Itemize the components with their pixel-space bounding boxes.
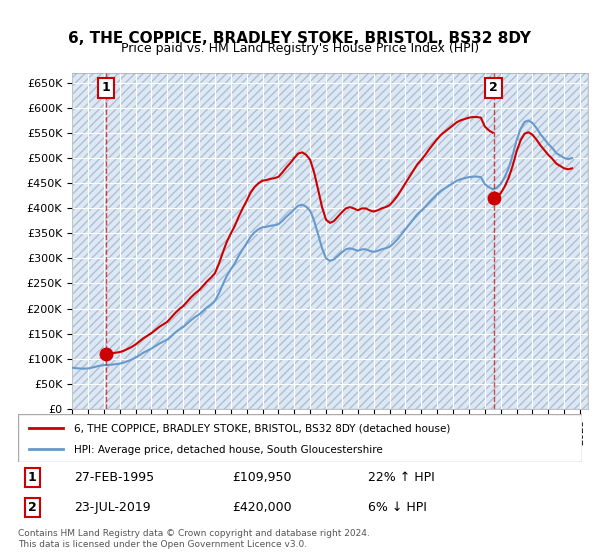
Text: 1: 1 [28,471,37,484]
Text: £420,000: £420,000 [232,501,292,514]
Text: 27-FEB-1995: 27-FEB-1995 [74,471,155,484]
Text: 2: 2 [28,501,37,514]
Text: Contains HM Land Registry data © Crown copyright and database right 2024.
This d: Contains HM Land Registry data © Crown c… [18,529,370,549]
Text: £109,950: £109,950 [232,471,292,484]
Text: 6% ↓ HPI: 6% ↓ HPI [368,501,427,514]
Text: Price paid vs. HM Land Registry's House Price Index (HPI): Price paid vs. HM Land Registry's House … [121,42,479,55]
Text: 1: 1 [102,81,110,95]
FancyBboxPatch shape [18,414,582,462]
Text: HPI: Average price, detached house, South Gloucestershire: HPI: Average price, detached house, Sout… [74,445,383,455]
Text: 23-JUL-2019: 23-JUL-2019 [74,501,151,514]
Text: 6, THE COPPICE, BRADLEY STOKE, BRISTOL, BS32 8DY: 6, THE COPPICE, BRADLEY STOKE, BRISTOL, … [68,31,532,46]
Text: 22% ↑ HPI: 22% ↑ HPI [368,471,434,484]
Text: 6, THE COPPICE, BRADLEY STOKE, BRISTOL, BS32 8DY (detached house): 6, THE COPPICE, BRADLEY STOKE, BRISTOL, … [74,424,451,433]
Text: 2: 2 [489,81,498,95]
